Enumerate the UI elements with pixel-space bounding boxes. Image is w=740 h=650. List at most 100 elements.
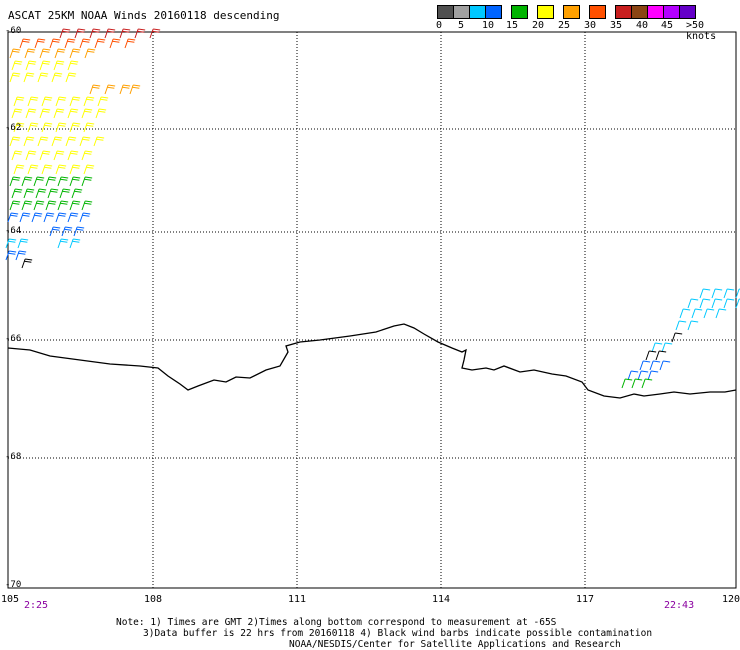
wind-barb (57, 238, 69, 249)
wind-barb (73, 226, 85, 237)
lon-label-105: 105 (1, 594, 20, 605)
wind-barb (93, 136, 105, 147)
wind-barb (69, 164, 81, 175)
wind-barb (69, 48, 81, 59)
wind-barb (7, 212, 19, 223)
wind-barb (51, 72, 63, 83)
colorbar-label-0: 0 (436, 20, 443, 31)
wind-barb (21, 258, 33, 269)
wind-barb (49, 226, 61, 237)
wind-barb (39, 60, 51, 71)
colorbar-label-20: 20 (532, 20, 545, 31)
wind-barb (9, 200, 21, 211)
colorbar-label-25: 25 (558, 20, 571, 31)
time-label-start: 2:25 (24, 600, 49, 611)
wind-barb (39, 150, 51, 161)
wind-barb (661, 342, 673, 353)
wind-barb (735, 288, 740, 299)
wind-barb (25, 108, 37, 119)
wind-barb (13, 164, 25, 175)
wind-barb (9, 176, 21, 187)
wind-barb (39, 48, 51, 59)
wind-barb (671, 332, 683, 343)
wind-barb (53, 150, 65, 161)
colorbar-swatch-5 (537, 5, 554, 19)
wind-barb (84, 48, 96, 59)
wind-barb (675, 320, 687, 331)
lat-label-60: -60 (5, 26, 22, 36)
wind-barb (649, 360, 661, 371)
wind-barb (124, 38, 136, 49)
wind-barb (703, 308, 715, 319)
colorbar-label-40: 40 (636, 20, 649, 31)
wind-barb (627, 370, 639, 381)
wind-barb (37, 72, 49, 83)
lat-label-68: -68 (5, 452, 22, 462)
colorbar-swatch-4 (511, 5, 528, 19)
wind-barb (119, 28, 131, 39)
wind-barb (53, 108, 65, 119)
lon-label-111: 111 (288, 594, 307, 605)
wind-barb (49, 38, 61, 49)
wind-barb (33, 200, 45, 211)
wind-barb (41, 164, 53, 175)
wind-barb (19, 212, 31, 223)
colorbar-label-5: 5 (458, 20, 465, 31)
wind-barb (27, 96, 39, 107)
colorbar-label-35: 35 (610, 20, 623, 31)
time-label-end: 22:43 (664, 600, 695, 611)
wind-barb (645, 350, 657, 361)
wind-barb (639, 360, 651, 371)
wind-barb (27, 164, 39, 175)
wind-barb (723, 298, 735, 309)
wind-barb (119, 84, 131, 95)
wind-barb (647, 370, 659, 381)
wind-barb (67, 60, 79, 71)
wind-barbs (5, 28, 740, 389)
wind-barb (34, 38, 46, 49)
wind-barb (45, 200, 57, 211)
wind-barb (9, 48, 21, 59)
wind-barb (54, 48, 66, 59)
wind-barb (43, 212, 55, 223)
wind-barb (13, 96, 25, 107)
wind-barb (53, 60, 65, 71)
wind-barb (69, 122, 81, 133)
wind-barb (67, 150, 79, 161)
note-line-2: 3)Data buffer is 22 hrs from 20160118 4)… (143, 628, 653, 639)
wind-barb (41, 96, 53, 107)
wind-barb (64, 38, 76, 49)
wind-barb (11, 108, 23, 119)
wind-barb (134, 28, 146, 39)
colorbar-swatch-12 (679, 5, 696, 19)
wind-barb (621, 378, 633, 389)
wind-barb (35, 188, 47, 199)
wind-barb (687, 298, 699, 309)
wind-barb (69, 200, 81, 211)
wind-barb (699, 288, 711, 299)
wind-barb (81, 200, 93, 211)
wind-barb (24, 48, 36, 59)
wind-barb (9, 72, 21, 83)
wind-barb (45, 176, 57, 187)
wind-barb (27, 122, 39, 133)
wind-barb (55, 122, 67, 133)
coastline (7, 323, 737, 399)
wind-barb (21, 200, 33, 211)
wind-barb (33, 176, 45, 187)
wind-barb (711, 298, 723, 309)
colorbar-swatch-7 (589, 5, 606, 19)
wind-barb (15, 250, 27, 261)
colorbar-swatch-3 (485, 5, 502, 19)
wind-barb (25, 150, 37, 161)
wind-barb (711, 288, 723, 299)
wind-barb (57, 200, 69, 211)
colorbar-label-10: 10 (482, 20, 495, 31)
wind-barb (21, 176, 33, 187)
wind-barb (39, 108, 51, 119)
wind-barb (715, 308, 727, 319)
wind-barb (5, 238, 17, 249)
wind-barb (9, 136, 21, 147)
wind-barb (735, 298, 740, 309)
wind-barb (55, 212, 67, 223)
